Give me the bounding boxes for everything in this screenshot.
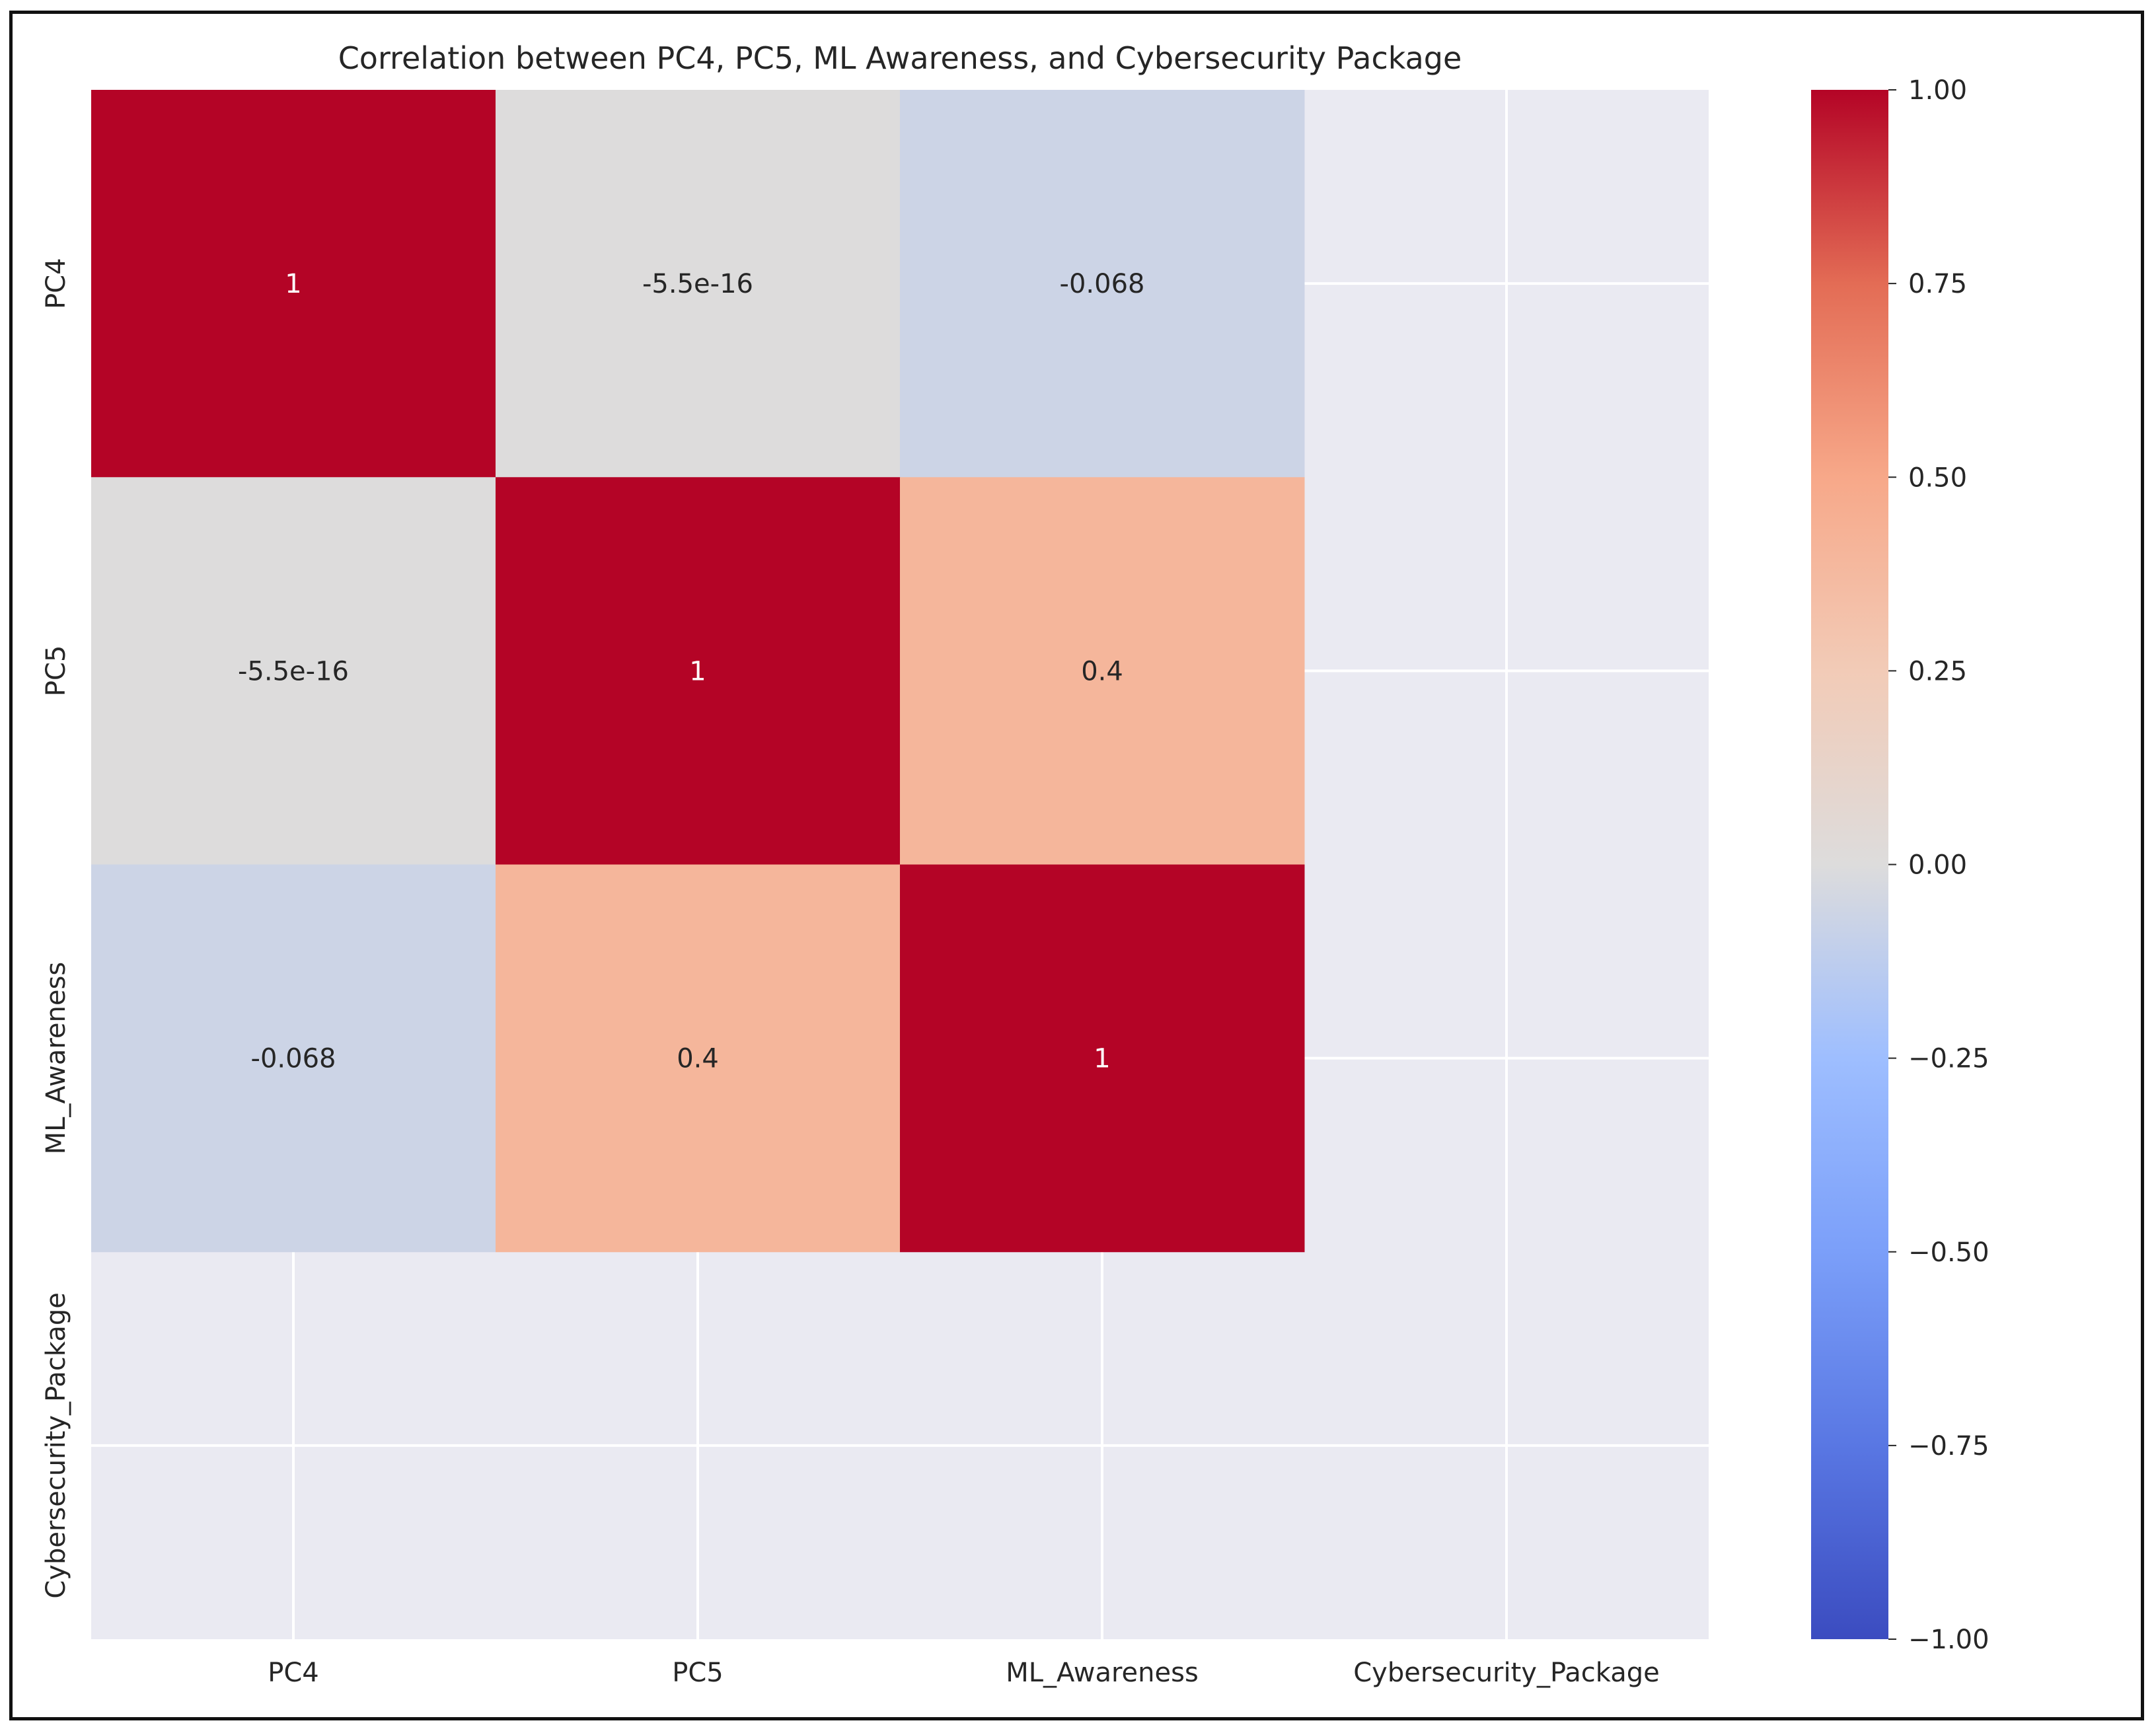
x-tick-label: ML_Awareness: [1006, 1658, 1199, 1688]
colorbar-tick-label: −0.50: [1908, 1237, 1989, 1268]
heatmap-cell: [496, 477, 901, 865]
colorbar: [1811, 90, 1888, 1639]
x-tick-label: Cybersecurity_Package: [1353, 1658, 1660, 1688]
cell-annotation: -5.5e-16: [238, 656, 349, 686]
colorbar-ticks: 1.00 0.75 0.50 0.25 0.00 −0.25 −0.50 −0.75 −1.00: [1888, 75, 1989, 1655]
x-tick-label: PC5: [672, 1658, 724, 1688]
cell-annotation: 0.4: [677, 1044, 719, 1074]
heatmap-cell: [900, 864, 1305, 1253]
colorbar-tick-label: −0.25: [1908, 1044, 1989, 1074]
cell-annotation: -5.5e-16: [642, 269, 753, 299]
heatmap-cell: [91, 90, 496, 478]
y-tick-label: PC5: [41, 645, 71, 697]
x-axis-ticks: PC4 PC5 ML_Awareness Cybersecurity_Package: [268, 1658, 1660, 1688]
colorbar-tick-label: 0.25: [1908, 656, 1967, 686]
heatmap-cell: [496, 864, 901, 1253]
colorbar-tick-label: −0.75: [1908, 1431, 1989, 1461]
colorbar-tick-label: 0.75: [1908, 269, 1967, 299]
y-tick-label: ML_Awareness: [41, 962, 71, 1155]
colorbar-tick-label: 0.50: [1908, 462, 1967, 493]
colorbar-tick-label: 0.00: [1908, 850, 1967, 881]
colorbar-tick-label: 1.00: [1908, 75, 1967, 106]
cell-annotation: 1: [689, 656, 706, 686]
y-tick-label: PC4: [41, 258, 71, 309]
y-tick-label: Cybersecurity_Package: [41, 1292, 71, 1599]
heatmap-cell: [91, 864, 496, 1253]
heatmap-cell: [91, 477, 496, 865]
cell-annotation: 1: [1094, 1044, 1110, 1074]
heatmap-cell-labels: 1 -5.5e-16 -0.068 -5.5e-16 1 0.4 -0.068 0.4 1: [238, 269, 1144, 1074]
cell-annotation: 1: [285, 269, 301, 299]
heatmap-cell: [900, 477, 1305, 865]
cell-annotation: 0.4: [1081, 656, 1123, 686]
heatmap-cells: [91, 90, 1305, 1253]
cell-annotation: -0.068: [1060, 269, 1145, 299]
heatmap-cell: [496, 90, 901, 478]
colorbar-tick-label: −1.00: [1908, 1625, 1989, 1655]
x-tick-label: PC4: [268, 1658, 319, 1688]
heatmap-cell: [900, 90, 1305, 478]
chart-title: Correlation between PC4, PC5, ML Awarene…: [338, 40, 1462, 76]
y-axis-ticks: PC4 PC5 ML_Awareness Cybersecurity_Package: [41, 258, 71, 1598]
cell-annotation: -0.068: [251, 1044, 336, 1074]
